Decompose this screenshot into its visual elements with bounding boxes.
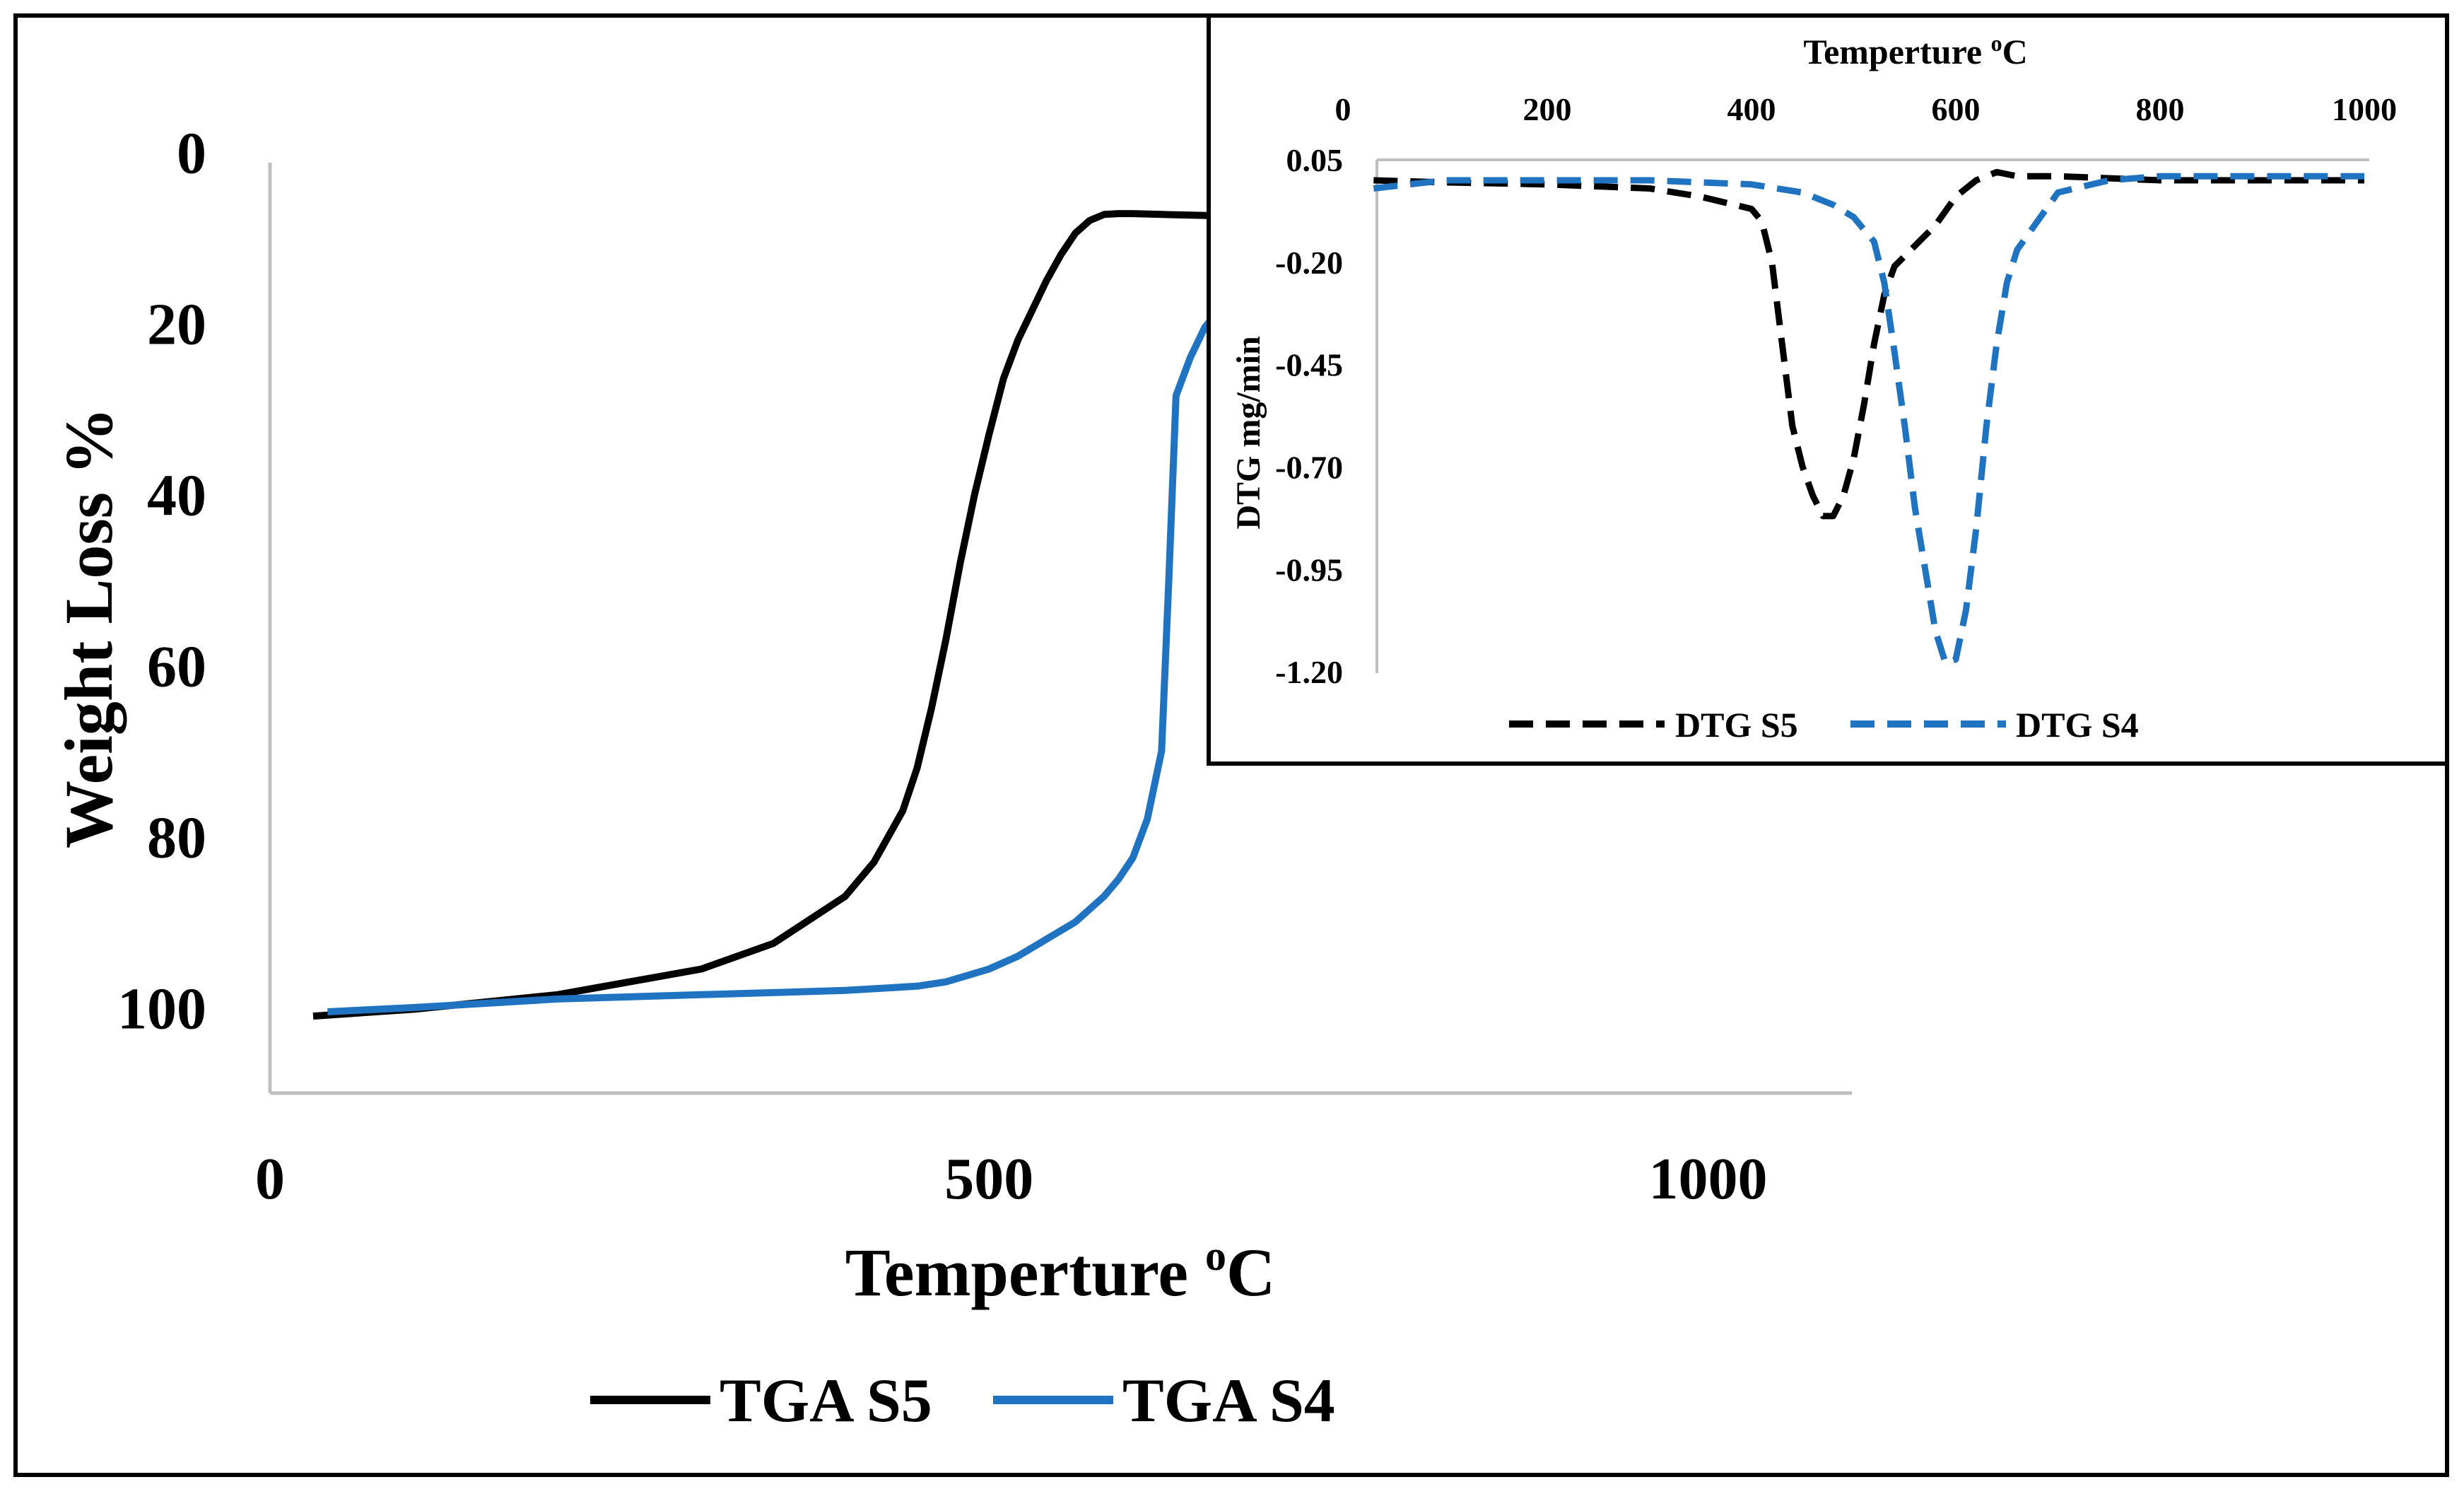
tga-y-axis-title: Weight Loss %: [51, 407, 127, 848]
tga-legend-s4-label: TGA S4: [1122, 1367, 1335, 1435]
dtg-y-tick-label: -0.70: [1275, 450, 1343, 486]
tga-legend-s5-label: TGA S5: [720, 1367, 932, 1435]
dtg-x-axis-title-text: Temperture: [1803, 32, 1990, 71]
dtg-y-tick-label: -0.20: [1275, 245, 1343, 281]
tga-y-tick-labels: 0 20 40 60 80 100: [117, 120, 206, 1041]
dtg-x-tick-label: 0: [1335, 91, 1351, 127]
tga-chart: 0 20 40 60 80 100 0 500 1000 Weight Loss % Temp…: [51, 120, 1852, 1435]
tga-y-tick-label: 100: [117, 976, 206, 1041]
tga-y-tick-label: 20: [147, 291, 206, 357]
tga-x-axis-title-text: Temperture: [845, 1235, 1205, 1310]
dtg-x-axis-title: Temperture oC: [1803, 30, 2027, 71]
dtg-y-axis-title: DTG mg/min: [1230, 336, 1267, 529]
tga-x-axis-title-sup: o: [1205, 1232, 1226, 1279]
dtg-legend-s5-label: DTG S5: [1675, 705, 1798, 745]
tga-x-tick-label: 1000: [1649, 1146, 1768, 1212]
dtg-chart: Temperture oC 0 200 400 600 800 1000 0.05 -0.2…: [1207, 13, 2449, 766]
dtg-y-tick-label: -1.20: [1275, 654, 1343, 690]
tga-legend: TGA S5 TGA S4: [590, 1367, 1335, 1435]
dtg-x-tick-label: 600: [1932, 91, 1981, 127]
tga-x-axis-title-unit: C: [1226, 1235, 1275, 1310]
tga-y-tick-label: 0: [177, 120, 206, 186]
tga-y-tick-label: 80: [147, 805, 206, 870]
dtg-legend: DTG S5 DTG S4: [1509, 705, 2139, 745]
tga-y-tick-label: 60: [147, 634, 206, 699]
dtg-inset-frame: [1207, 13, 2449, 766]
dtg-series-line-dtg-s4: [1373, 173, 2364, 667]
dtg-x-tick-label: 800: [2136, 91, 2185, 127]
tga-x-tick-label: 500: [944, 1146, 1033, 1212]
tga-x-axis-title: Temperture oC: [845, 1232, 1276, 1310]
tga-x-tick-labels: 0 500 1000: [255, 1146, 1768, 1212]
dtg-x-tick-label: 1000: [2332, 91, 2397, 127]
tga-x-tick-label: 0: [255, 1146, 285, 1212]
dtg-y-tick-label: 0.05: [1286, 142, 1344, 178]
dtg-y-tick-label: -0.45: [1275, 347, 1343, 383]
tga-series-line-tga-s5: [312, 206, 1708, 1020]
dtg-x-tick-label: 200: [1523, 91, 1572, 127]
dtg-y-tick-labels: 0.05 -0.20 -0.45 -0.70 -0.95 -1.20: [1275, 142, 1343, 690]
dtg-legend-s4-label: DTG S4: [2016, 705, 2139, 745]
dtg-x-axis-title-unit: C: [2002, 32, 2028, 71]
dtg-x-axis-title-sup: o: [1991, 30, 2002, 56]
dtg-x-tick-labels: 0 200 400 600 800 1000: [1335, 91, 2398, 127]
dtg-series-lines: [1373, 168, 2364, 667]
dtg-series-line-dtg-s5: [1373, 168, 2364, 520]
dtg-y-tick-label: -0.95: [1275, 552, 1343, 588]
tga-y-tick-label: 40: [147, 462, 206, 528]
dtg-x-tick-label: 400: [1727, 91, 1776, 127]
